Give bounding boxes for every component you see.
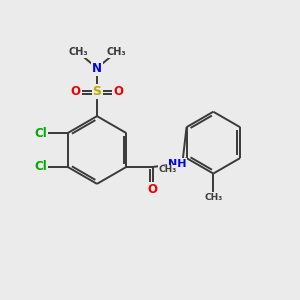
Text: O: O [148,183,158,196]
Text: CH₃: CH₃ [158,165,176,174]
Text: CH₃: CH₃ [204,193,222,202]
Text: Cl: Cl [35,160,48,173]
Text: NH: NH [168,159,186,169]
Text: S: S [92,85,101,98]
Text: CH₃: CH₃ [68,47,88,57]
Text: O: O [71,85,81,98]
Text: O: O [113,85,123,98]
Text: CH₃: CH₃ [106,47,126,57]
Text: Cl: Cl [35,127,48,140]
Text: N: N [92,61,102,75]
